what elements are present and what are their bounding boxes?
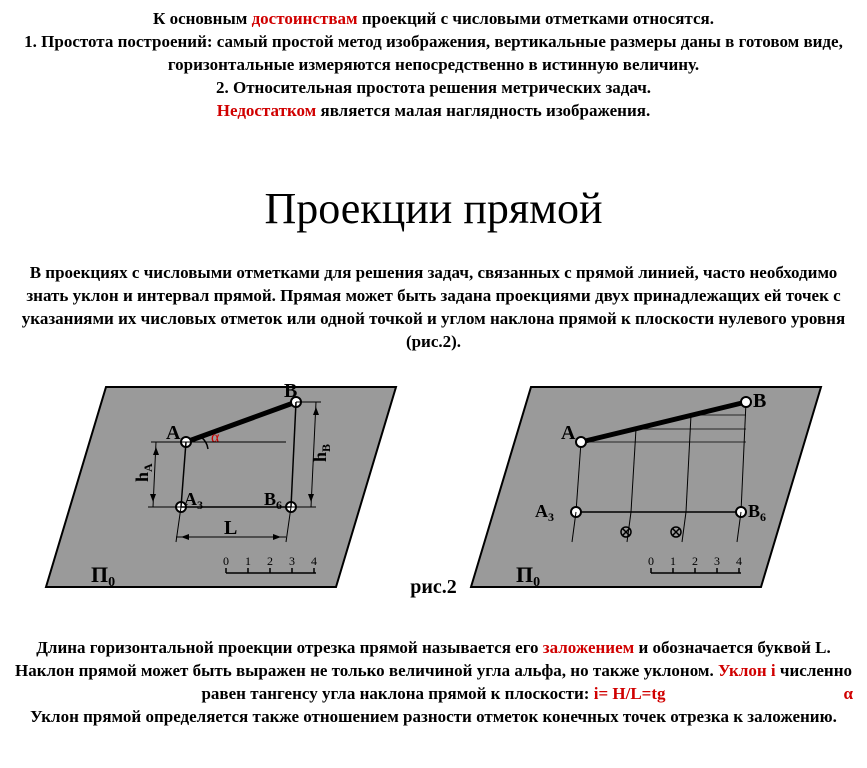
desc-text: В проекциях с числовыми отметками для ре…	[22, 263, 845, 351]
svg-text:3: 3	[289, 554, 295, 568]
svg-text:1: 1	[670, 554, 676, 568]
intro-block: К основным достоинствам проекций с число…	[14, 8, 853, 123]
bot-7: Уклон прямой определяется также отношени…	[30, 707, 837, 726]
alpha-symbol: α	[844, 683, 854, 706]
svg-text:4: 4	[311, 554, 317, 568]
svg-text:A: A	[166, 422, 181, 444]
svg-text:0: 0	[223, 554, 229, 568]
svg-text:B: B	[284, 380, 297, 402]
bot-red-2: Уклон i	[718, 661, 776, 680]
figure-caption: рис.2	[410, 576, 457, 598]
svg-text:B: B	[753, 390, 766, 412]
svg-text:2: 2	[267, 554, 273, 568]
bot-red-1: заложением	[543, 638, 634, 657]
diagram-left: α hB hA L A B A3 B6 П0	[36, 367, 406, 627]
diagram-right: A B A3 B6 П0 0 1 2 3 4	[461, 367, 831, 627]
intro-4b: является малая наглядность изображения.	[316, 101, 650, 120]
intro-2: 1. Простота построений: самый простой ме…	[24, 32, 843, 74]
figure-row: α hB hA L A B A3 B6 П0	[14, 367, 853, 627]
page-title: Проекции прямой	[14, 183, 853, 234]
intro-1a: К основным	[153, 9, 252, 28]
intro-highlight-dis: Недостатком	[217, 101, 317, 120]
svg-text:1: 1	[245, 554, 251, 568]
svg-text:4: 4	[736, 554, 742, 568]
label-alpha: α	[211, 429, 220, 446]
svg-text:3: 3	[714, 554, 720, 568]
bot-1: Длина горизонтальной проекции отрезка пр…	[36, 638, 543, 657]
intro-highlight-adv: достоинствам	[252, 9, 358, 28]
svg-text:2: 2	[692, 554, 698, 568]
svg-text:L: L	[224, 517, 237, 539]
intro-3: 2. Относительная простота решения метрич…	[216, 78, 651, 97]
intro-1c: проекций с числовыми отметками относятся…	[358, 9, 714, 28]
svg-text:A: A	[561, 422, 576, 444]
bottom-block: Длина горизонтальной проекции отрезка пр…	[14, 637, 853, 729]
bot-formula: i= H/L=tg	[594, 684, 666, 703]
svg-text:0: 0	[648, 554, 654, 568]
desc-block: В проекциях с числовыми отметками для ре…	[14, 262, 853, 354]
